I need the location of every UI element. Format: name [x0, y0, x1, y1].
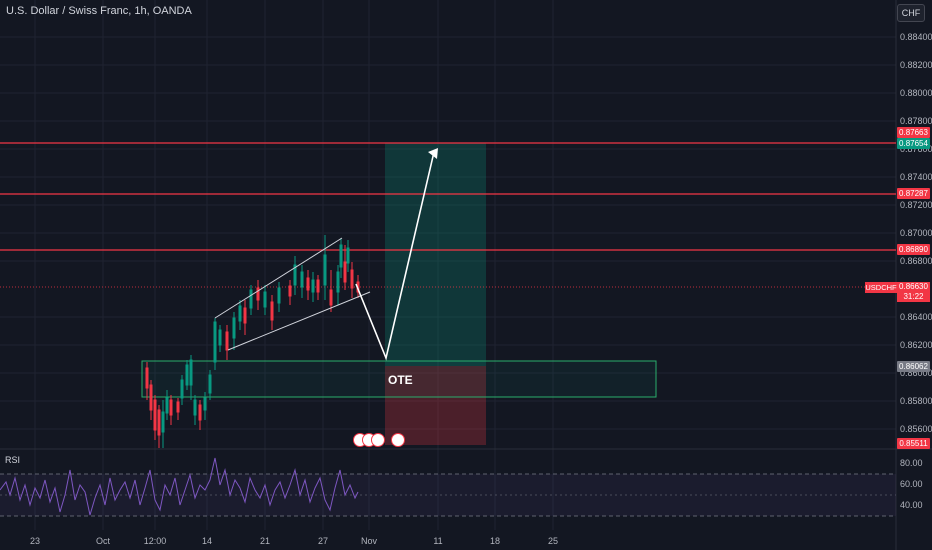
- rsi-title[interactable]: RSI: [5, 455, 21, 465]
- time-tick: 14: [201, 536, 213, 546]
- price-tick: 0.86200: [900, 340, 932, 350]
- projection-arrowhead: [428, 148, 438, 159]
- last-price-tag: 0.86630 31:22: [897, 282, 930, 302]
- symbol-tag: USDCHF: [865, 282, 897, 293]
- time-tick: Nov: [360, 536, 378, 546]
- candles: [145, 235, 360, 448]
- chart-title: U.S. Dollar / Swiss Franc, 1h, OANDA: [6, 5, 192, 17]
- long-target-zone: [385, 143, 486, 366]
- economic-event-icon[interactable]: [371, 433, 385, 447]
- rsi-line: [0, 457, 359, 516]
- time-tick: 25: [547, 536, 559, 546]
- price-tag-level[interactable]: 0.87287: [897, 188, 930, 199]
- ote-zone: [141, 360, 657, 398]
- grid: [0, 0, 896, 530]
- price-tick: 0.87600: [900, 144, 932, 154]
- price-tick: 0.87000: [900, 228, 932, 238]
- price-tick: 0.86800: [900, 256, 932, 266]
- time-tick: 11: [433, 536, 443, 546]
- price-tick: 0.86400: [900, 312, 932, 322]
- bar-countdown: 31:22: [903, 292, 924, 301]
- price-tick: 0.85600: [900, 424, 932, 434]
- price-tick: 0.88400: [900, 32, 932, 42]
- rsi-tick: 60.00: [900, 479, 923, 489]
- rsi-tick: 40.00: [900, 500, 923, 510]
- price-tick: 0.85800: [900, 396, 932, 406]
- price-tag-stop[interactable]: 0.85511: [897, 438, 930, 449]
- price-tick: 0.87800: [900, 116, 932, 126]
- price-tag-target[interactable]: 0.87654: [897, 138, 930, 149]
- price-tick: 0.88200: [900, 60, 932, 70]
- currency-button[interactable]: CHF: [897, 4, 925, 22]
- economic-event-icon[interactable]: [391, 433, 405, 447]
- ote-label: OTE: [388, 373, 413, 387]
- time-tick: 23: [29, 536, 41, 546]
- time-tick: 18: [489, 536, 501, 546]
- price-tick: 0.87400: [900, 172, 932, 182]
- last-price-value: 0.86630: [899, 282, 928, 291]
- wedge-upper-line: [214, 237, 343, 319]
- price-tag-level[interactable]: 0.86890: [897, 244, 930, 255]
- time-tick: 12:00: [143, 536, 167, 546]
- price-tick: 0.86000: [900, 368, 932, 378]
- time-tick: Oct: [95, 536, 111, 546]
- wedge-lower-line: [227, 291, 371, 351]
- time-tick: 27: [317, 536, 329, 546]
- projection-path: [355, 151, 435, 361]
- rsi-tick: 80.00: [900, 458, 923, 468]
- long-stop-zone: [385, 366, 486, 445]
- price-tick: 0.88000: [900, 88, 932, 98]
- time-tick: 21: [259, 536, 271, 546]
- price-tag-entry[interactable]: 0.86062: [897, 361, 930, 372]
- price-tick: 0.87200: [900, 200, 932, 210]
- price-tag-level[interactable]: 0.87663: [897, 127, 930, 138]
